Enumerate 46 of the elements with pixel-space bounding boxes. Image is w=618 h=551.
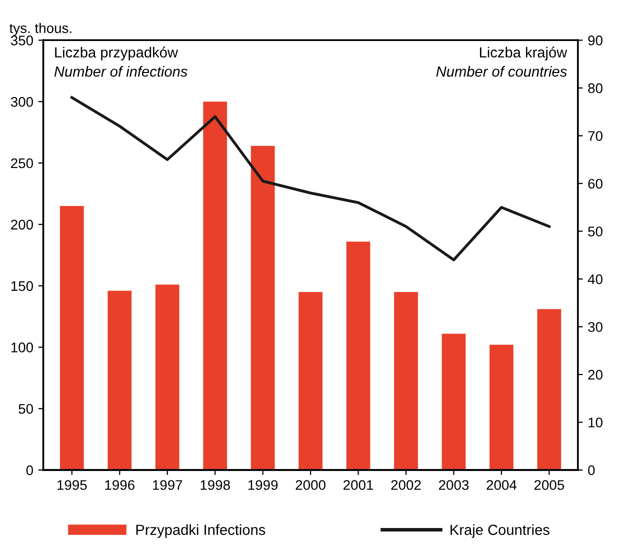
x-tick-label: 1999 [248, 480, 278, 490]
y-tick-label: 0 [26, 465, 33, 476]
bar [108, 290, 132, 470]
y-tick-label: 100 [11, 342, 33, 352]
bar [490, 344, 514, 470]
y-tick-label: 50 [18, 404, 33, 414]
y2-tick-label: 80 [588, 83, 602, 94]
legend-label: Przypadki Infections [136, 524, 266, 538]
y-tick-label: 350 [10, 36, 33, 46]
x-tick-label: 2002 [391, 480, 421, 490]
text: tys. thous. [9, 22, 72, 36]
y2-tick-label: 90 [588, 36, 602, 46]
bar [442, 334, 466, 470]
x-tick-label: 2005 [534, 480, 564, 490]
bar [60, 206, 84, 470]
y-tick-label: 150 [11, 281, 33, 291]
bar [203, 102, 228, 470]
bar [155, 284, 180, 470]
y-tick-label: 300 [10, 96, 33, 107]
y2-tick-label: 30 [588, 322, 602, 332]
y-axis-title: Liczba przypadków Number of infections [54, 46, 188, 77]
y2-tick-label: 0 [588, 465, 595, 476]
bar [346, 242, 370, 470]
y2-tick-label: 60 [588, 178, 602, 189]
y-tick-label: 200 [11, 220, 33, 230]
y2-tick-label: 70 [588, 131, 602, 141]
x-tick-label: 1995 [58, 480, 87, 490]
y2-tick-label: 20 [588, 370, 602, 380]
x-tick-label: 1998 [200, 480, 230, 490]
y2-tick-label: 10 [588, 418, 602, 428]
x-tick-label: 2003 [438, 480, 469, 490]
y2-tick-label: 40 [588, 274, 602, 284]
y2-axis-title: Liczba krajów Number of countries [436, 46, 568, 77]
bar [298, 292, 322, 470]
x-tick-label: 1996 [105, 480, 134, 490]
line-series [70, 96, 551, 262]
y-tick-label: 250 [11, 158, 33, 168]
bar [394, 292, 418, 470]
x-tick-label: 1997 [152, 480, 182, 490]
bar [537, 309, 562, 470]
y2-tick-label: 50 [588, 226, 602, 236]
x-tick-label: 2000 [296, 480, 326, 490]
x-tick-label: 2001 [344, 480, 374, 490]
bar [250, 146, 275, 470]
legend-label: Kraje Countries [450, 524, 550, 538]
x-tick-label: 2004 [486, 480, 517, 490]
